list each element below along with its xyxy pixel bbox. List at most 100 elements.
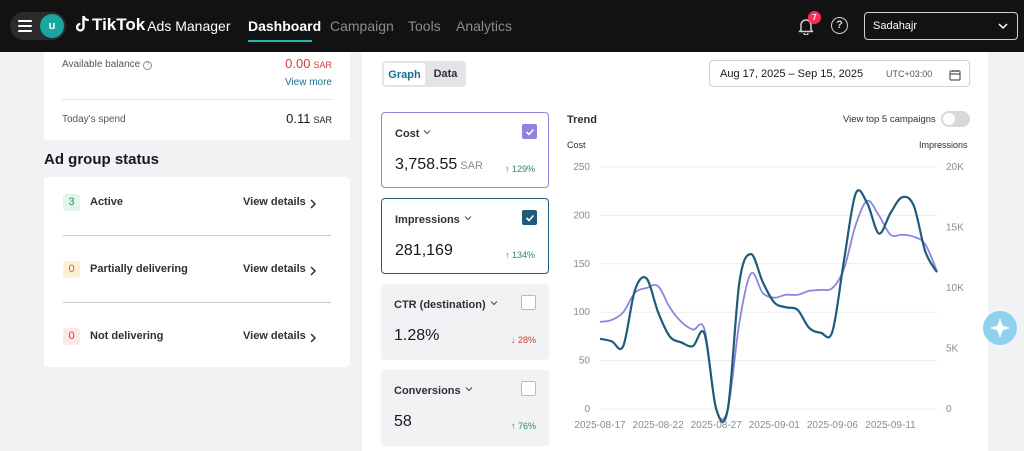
x-tick-label: 2025-08-22	[633, 420, 685, 431]
divider	[63, 235, 331, 236]
metric-label-row[interactable]: Cost	[395, 127, 431, 140]
metric-checkbox[interactable]	[522, 124, 537, 139]
metric-change: ↑ 76%	[510, 421, 536, 431]
menu-account-button[interactable]: u	[10, 12, 66, 40]
metric-change: ↑ 129%	[504, 164, 535, 174]
view-more-link[interactable]: View more	[284, 77, 332, 88]
avatar[interactable]: u	[40, 14, 64, 38]
available-balance-label-row: Available balance?	[62, 59, 153, 70]
left-axis-title: Cost	[567, 140, 586, 150]
assistant-button[interactable]	[983, 311, 1017, 345]
todays-spend-amount: 0.11	[286, 111, 311, 126]
date-range-text: Aug 17, 2025 – Sep 15, 2025	[720, 68, 864, 80]
ad-group-status-card: 3 Active View details 0 Partially delive…	[44, 177, 350, 367]
divider	[63, 302, 331, 303]
metric-number: 3,758.55	[395, 156, 458, 173]
brand-name: TikTok	[92, 15, 146, 34]
balance-card: Available balance? 0.00 SAR View more Tod…	[44, 52, 350, 140]
tiktok-ads-manager-logo[interactable]: TikTok Ads Manager	[75, 15, 231, 37]
product-name: Ads Manager	[147, 18, 231, 34]
divider	[62, 99, 332, 100]
series-line-impressions	[599, 189, 938, 423]
tiktok-logo-icon	[75, 15, 90, 33]
x-tick-label: 2025-09-06	[807, 420, 859, 431]
todays-spend-label: Today's spend	[62, 114, 126, 125]
help-icon[interactable]: ?	[831, 17, 848, 34]
available-balance-amount: 0.00	[285, 56, 311, 71]
chevron-down-icon	[464, 213, 472, 221]
metric-checkbox[interactable]	[522, 210, 537, 225]
metric-card-impressions[interactable]: Impressions 281,169 ↑ 134%	[381, 198, 549, 274]
y-tick-label-left: 200	[573, 210, 590, 221]
nav-dashboard[interactable]: Dashboard	[248, 18, 322, 34]
metric-card-ctr[interactable]: CTR (destination) 1.28% ↓ 28%	[381, 284, 549, 360]
view-details-link[interactable]: View details	[243, 330, 306, 342]
x-tick-label: 2025-08-27	[691, 420, 743, 431]
metric-card-conversions[interactable]: Conversions 58 ↑ 76%	[381, 370, 549, 446]
y-tick-label-right: 5K	[946, 344, 959, 355]
nav-tools[interactable]: Tools	[408, 18, 441, 34]
ad-group-row-active[interactable]: 3 Active View details	[44, 177, 350, 227]
y-tick-label-left: 250	[573, 162, 590, 173]
metric-checkbox[interactable]	[521, 381, 536, 396]
chevron-right-icon	[309, 330, 317, 343]
active-label: Active	[90, 196, 124, 208]
graph-tab[interactable]: Graph	[383, 62, 426, 86]
chevron-down-icon	[998, 21, 1008, 31]
available-balance-currency: SAR	[313, 60, 332, 70]
view-details-link[interactable]: View details	[243, 196, 306, 208]
metric-checkbox[interactable]	[521, 295, 536, 310]
view-details-link[interactable]: View details	[243, 263, 306, 275]
series-line-cost	[599, 199, 938, 421]
metric-value: 3,758.55 SAR	[395, 156, 483, 174]
y-tick-label-right: 15K	[946, 223, 964, 234]
available-balance-label: Available balance	[62, 59, 141, 70]
calendar-icon	[949, 68, 961, 81]
menu-icon[interactable]	[18, 20, 32, 32]
ad-group-row-partially-delivering[interactable]: 0 Partially delivering View details	[44, 244, 350, 294]
metric-change: ↓ 28%	[510, 335, 536, 345]
date-range-picker[interactable]: Aug 17, 2025 – Sep 15, 2025 UTC+03:00	[709, 60, 970, 87]
metric-label-row[interactable]: Impressions	[395, 213, 472, 226]
metric-label: Impressions	[395, 214, 460, 226]
nav-analytics[interactable]: Analytics	[456, 18, 513, 34]
active-count-badge: 3	[63, 194, 80, 211]
timezone-text: UTC+03:00	[886, 69, 933, 79]
info-icon[interactable]: ?	[143, 61, 153, 70]
y-tick-label-right: 20K	[946, 162, 964, 173]
metric-label: CTR (destination)	[394, 299, 486, 311]
y-tick-label-left: 100	[573, 307, 590, 318]
chevron-down-icon	[465, 384, 473, 392]
data-tab[interactable]: Data	[433, 68, 458, 80]
account-select[interactable]: Sadahajr	[864, 12, 1018, 40]
top-navigation-bar: u TikTok Ads Manager Dashboard Campaign T…	[0, 0, 1024, 52]
metric-label: Conversions	[394, 385, 461, 397]
metric-unit: SAR	[460, 160, 483, 172]
account-name: Sadahajr	[873, 20, 918, 32]
nav-campaign[interactable]: Campaign	[330, 18, 394, 34]
y-tick-label-left: 0	[584, 404, 590, 415]
partially-delivering-count-badge: 0	[63, 261, 80, 278]
metric-card-cost[interactable]: Cost 3,758.55 SAR ↑ 129%	[381, 112, 549, 188]
chevron-down-icon	[490, 298, 498, 306]
metric-label-row[interactable]: CTR (destination)	[394, 298, 498, 311]
partially-delivering-label: Partially delivering	[90, 263, 188, 275]
ad-group-row-not-delivering[interactable]: 0 Not delivering View details	[44, 311, 350, 361]
view-toggle: Graph Data	[382, 61, 466, 87]
todays-spend-value: 0.11 SAR	[286, 111, 332, 126]
right-axis-title: Impressions	[919, 140, 968, 150]
toggle-knob	[943, 113, 955, 125]
metric-value: 281,169	[395, 242, 453, 259]
notification-badge: 7	[808, 11, 821, 24]
metric-label-row[interactable]: Conversions	[394, 384, 473, 397]
nav-active-indicator	[248, 40, 312, 42]
chevron-right-icon	[309, 263, 317, 276]
x-tick-label: 2025-09-11	[865, 420, 916, 431]
ad-group-status-title: Ad group status	[44, 151, 159, 168]
metric-value: 58	[394, 413, 412, 430]
y-tick-label-left: 150	[573, 259, 590, 270]
y-tick-label-right: 0	[946, 404, 952, 415]
top5-toggle[interactable]	[941, 111, 970, 127]
available-balance-value: 0.00 SAR	[285, 56, 332, 71]
y-tick-label-left: 50	[579, 356, 591, 367]
